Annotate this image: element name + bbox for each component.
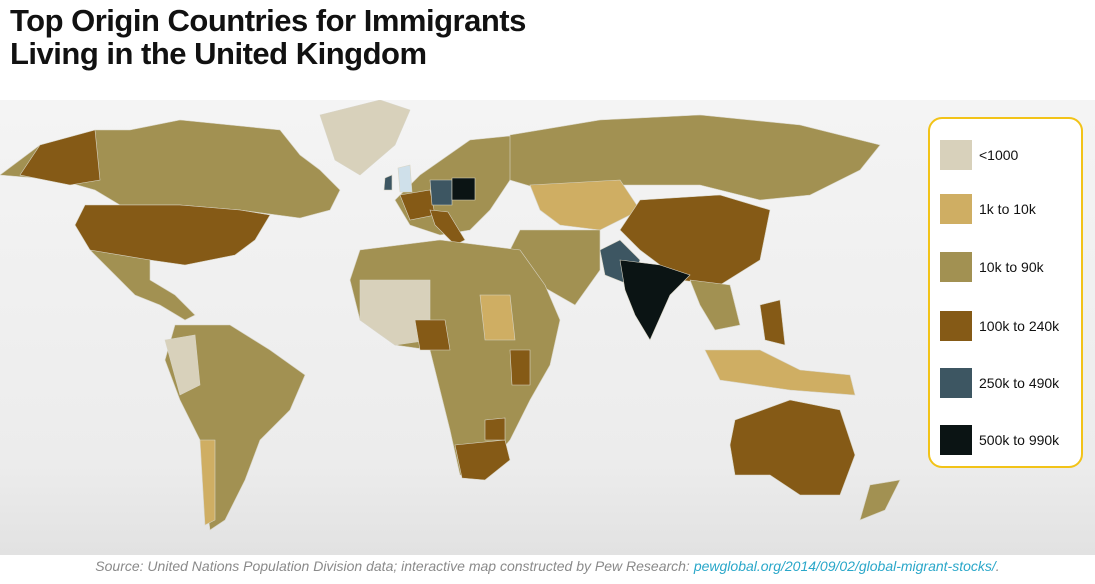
source-text: Source: United Nations Population Divisi… bbox=[95, 558, 690, 574]
legend-label: 1k to 10k bbox=[979, 201, 1036, 217]
south-africa bbox=[454, 439, 511, 481]
legend-label: 250k to 490k bbox=[979, 375, 1060, 391]
indonesia bbox=[704, 349, 856, 396]
legend-item: 250k to 490k bbox=[940, 367, 1059, 399]
zimbabwe bbox=[484, 417, 506, 441]
usa bbox=[74, 204, 271, 266]
title-line: Top Origin Countries for Immigrants bbox=[10, 3, 526, 38]
legend-item: <1000 bbox=[940, 139, 1018, 171]
legend-item: 10k to 90k bbox=[940, 251, 1044, 283]
southeast-asia bbox=[689, 279, 741, 331]
west-africa bbox=[359, 279, 431, 346]
legend-item: 500k to 990k bbox=[940, 424, 1059, 456]
poland bbox=[451, 177, 476, 201]
legend-label: 500k to 990k bbox=[979, 432, 1060, 448]
new-zealand bbox=[859, 479, 901, 521]
source-end: . bbox=[995, 558, 1000, 574]
legend: <1000 1k to 10k 10k to 90k 100k to 240k 250k… bbox=[928, 117, 1083, 468]
legend-swatch bbox=[940, 252, 972, 282]
greenland bbox=[319, 100, 411, 176]
germany bbox=[429, 179, 453, 206]
source-link[interactable]: pewglobal.org/2014/09/02/global-migrant-… bbox=[693, 558, 996, 574]
legend-label: <1000 bbox=[979, 147, 1019, 163]
nigeria bbox=[414, 319, 451, 351]
sudan bbox=[479, 294, 516, 341]
australia bbox=[729, 399, 856, 496]
alaska bbox=[19, 129, 101, 186]
legend-swatch bbox=[940, 425, 972, 455]
title-line: Living in the United Kingdom bbox=[10, 36, 427, 71]
source-note: Source: United Nations Population Divisi… bbox=[0, 558, 1095, 574]
legend-label: 100k to 240k bbox=[979, 318, 1060, 334]
mexico bbox=[89, 249, 196, 321]
philippines bbox=[759, 299, 786, 346]
ireland bbox=[383, 174, 393, 191]
legend-swatch bbox=[940, 311, 972, 341]
south-america bbox=[164, 324, 306, 531]
kenya bbox=[509, 349, 531, 386]
legend-swatch bbox=[940, 140, 972, 170]
legend-item: 100k to 240k bbox=[940, 310, 1059, 342]
united-kingdom bbox=[397, 164, 413, 193]
legend-item: 1k to 10k bbox=[940, 193, 1036, 225]
world-map bbox=[0, 100, 1095, 555]
legend-swatch bbox=[940, 368, 972, 398]
chile bbox=[199, 439, 216, 526]
peru bbox=[164, 334, 201, 396]
legend-swatch bbox=[940, 194, 972, 224]
legend-label: 10k to 90k bbox=[979, 259, 1044, 275]
title: Top Origin Countries for Immigrants Livi… bbox=[10, 4, 526, 70]
india bbox=[619, 259, 691, 341]
land bbox=[0, 100, 901, 531]
